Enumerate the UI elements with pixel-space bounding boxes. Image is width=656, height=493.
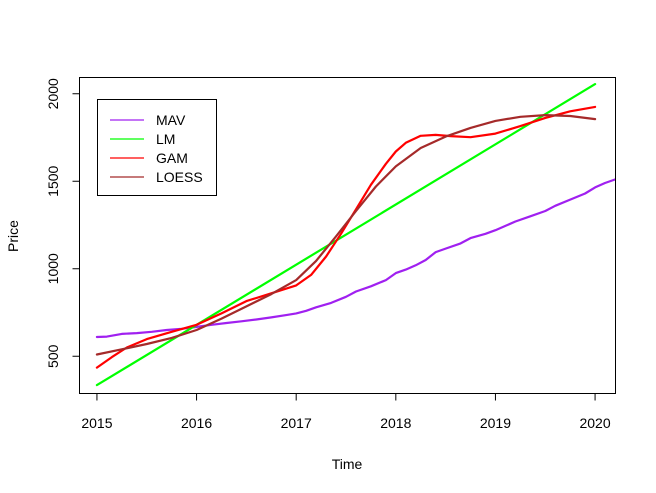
- series-line-loess: [95, 113, 597, 356]
- x-axis: 2015 2016 2017 2018 2019 2020: [81, 393, 611, 431]
- y-axis: 500 1000 1500 2000: [45, 78, 80, 368]
- legend-box: [97, 99, 217, 196]
- y-tick-label: 1500: [45, 165, 61, 196]
- y-axis-label: Price: [5, 220, 21, 252]
- legend: MAV LM GAM LOESS: [97, 99, 217, 196]
- series-layer: [95, 82, 615, 387]
- x-tick-label: 2019: [480, 415, 511, 431]
- x-axis-label: Time: [332, 456, 363, 472]
- y-tick-label: 2000: [45, 78, 61, 109]
- series-line-mav: [95, 178, 615, 339]
- legend-label-gam: GAM: [156, 150, 188, 166]
- y-tick-label: 500: [45, 344, 61, 368]
- x-tick-label: 2015: [81, 415, 112, 431]
- y-tick-label: 1000: [45, 253, 61, 284]
- x-tick-label: 2020: [579, 415, 610, 431]
- x-tick-label: 2017: [281, 415, 312, 431]
- x-tick-label: 2016: [181, 415, 212, 431]
- legend-label-lm: LM: [156, 131, 175, 147]
- legend-label-mav: MAV: [156, 112, 186, 128]
- x-tick-label: 2018: [380, 415, 411, 431]
- legend-label-loess: LOESS: [156, 169, 203, 185]
